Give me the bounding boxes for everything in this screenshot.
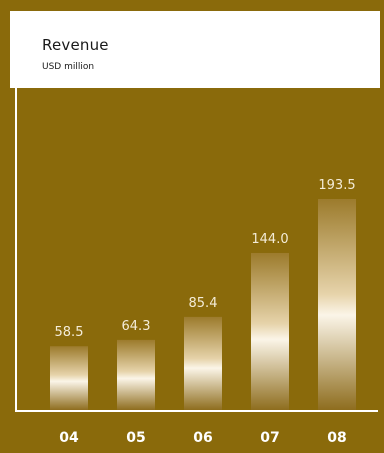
value-label-08: 193.5 — [318, 178, 355, 193]
chart-title: Revenue — [42, 36, 109, 54]
bar-06 — [184, 316, 222, 410]
chart-subtitle: USD million — [42, 62, 95, 72]
chart-header — [10, 11, 380, 88]
value-label-04: 58.5 — [55, 325, 84, 340]
value-label-07: 144.0 — [251, 232, 288, 247]
x-tick-label-05: 05 — [126, 430, 145, 446]
x-tick-label-06: 06 — [193, 430, 212, 446]
value-label-06: 85.4 — [189, 296, 218, 311]
bar-04 — [50, 346, 88, 410]
x-tick-label-08: 08 — [327, 430, 346, 446]
value-label-05: 64.3 — [122, 319, 151, 334]
x-tick-label-04: 04 — [59, 430, 79, 446]
bar-08 — [318, 199, 356, 410]
x-tick-label-07: 07 — [260, 430, 279, 446]
plot-area-axes — [15, 88, 378, 412]
bar-07 — [251, 252, 289, 410]
bar-05 — [117, 339, 155, 410]
